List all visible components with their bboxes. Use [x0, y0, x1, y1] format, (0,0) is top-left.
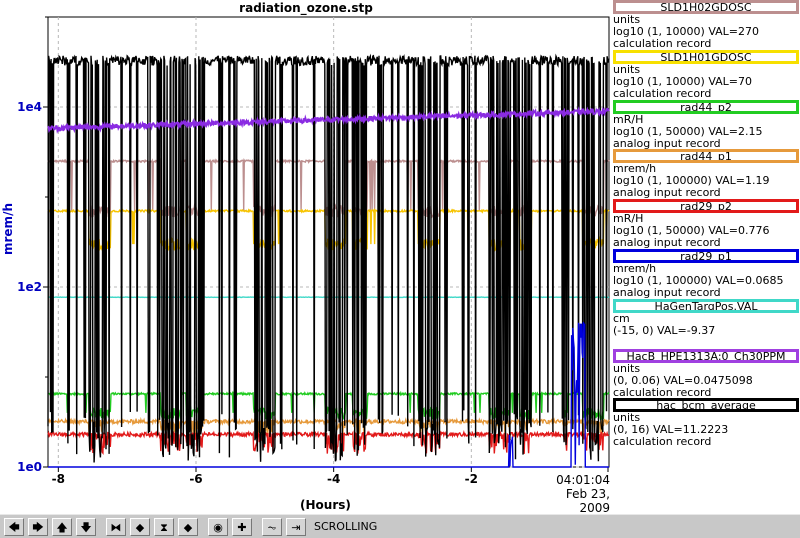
legend-pv-name[interactable]: HacB_HPE1313A:0_Ch30PPM — [613, 348, 799, 363]
legend-unit: mR/H — [613, 213, 644, 226]
legend-unit: mrem/h — [613, 262, 657, 275]
y-tick-label: 1e2 — [17, 280, 42, 294]
legend-range: log10 (1, 10000) VAL=270 — [613, 26, 760, 38]
legend-pv-name[interactable]: SLD1H02GDOSC — [613, 0, 799, 14]
scroll-mode-icon: ⇥ — [291, 520, 301, 534]
zoom-in-x-icon: ⧓ — [110, 520, 122, 534]
legend-record: analog input record — [613, 187, 721, 200]
y-tick-label: 1e0 — [17, 460, 42, 474]
legend-range: log10 (1, 10000) VAL=70 — [613, 75, 753, 88]
legend-range: log10 (1, 50000) VAL=2.15 — [613, 125, 763, 138]
legend-range: log10 (1, 100000) VAL=1.19 — [613, 175, 770, 188]
legend-range: log10 (1, 100000) VAL=0.0685 — [613, 274, 784, 287]
pan-down-button[interactable]: 🡇 — [76, 518, 96, 536]
legend-entry[interactable]: rad44_p2 mR/H log10 (1, 50000) VAL=2.15 ana… — [613, 99, 799, 150]
legend-panel: SLD1H02GDOSC units log10 (1, 10000) VAL=27… — [613, 0, 799, 448]
legend-record: calculation record — [613, 386, 712, 399]
legend-record: analog input record — [613, 237, 721, 250]
legend-pv-name[interactable]: hac_bcm_average — [613, 398, 799, 413]
legend-range: (-15, 0) VAL=-9.37 — [613, 324, 716, 337]
pan-up-button[interactable]: 🡅 — [52, 518, 72, 536]
legend-entry[interactable]: SLD1H02GDOSC units log10 (1, 10000) VAL=27… — [613, 0, 799, 50]
reset-view-button[interactable]: ◉ — [208, 518, 228, 536]
add-icon: ✚ — [237, 520, 247, 534]
x-axis-label: (Hours) — [300, 498, 351, 512]
legend-record: calculation record — [613, 38, 712, 50]
legend-record: calculation record — [613, 87, 712, 100]
scroll-mode-button[interactable]: ⇥ — [286, 518, 306, 536]
x-tick-label: -6 — [189, 472, 202, 486]
legend-range: (0, 16) VAL=11.2223 — [613, 424, 729, 437]
pan-right-icon: 🡆 — [32, 520, 44, 534]
legend-record: calculation record — [613, 436, 712, 449]
add-button[interactable]: ✚ — [232, 518, 252, 536]
end-date: Feb 23, 2009 — [565, 487, 610, 515]
legend-unit: cm — [613, 312, 630, 325]
series-line-rad44-p2 — [47, 106, 610, 134]
plot-title: radiation_ozone.stp — [239, 1, 373, 15]
auto-scale-button[interactable]: ⏦ — [262, 518, 282, 536]
legend-pv-name[interactable]: SLD1H01GDOSC — [613, 49, 799, 64]
legend-unit: units — [613, 14, 641, 26]
zoom-out-x-icon: ◆ — [135, 520, 145, 534]
zoom-in-x-button[interactable]: ⧓ — [106, 518, 126, 536]
end-time-label: 04:01:04 Feb 23, 2009 — [532, 473, 610, 515]
legend-pv-name[interactable]: rad29_p1 — [613, 248, 799, 263]
legend-pv-name[interactable]: rad29_p2 — [613, 199, 799, 214]
pan-up-icon: 🡅 — [56, 520, 68, 534]
zoom-out-y-icon: ◆ — [183, 520, 193, 534]
legend-entry[interactable]: hac_bcm_average units (0, 16) VAL=11.2223 c… — [613, 398, 799, 448]
legend-entry[interactable]: HacB_HPE1313A:0_Ch30PPM units (0, 0.06) VA… — [613, 348, 799, 399]
pan-down-icon: 🡇 — [80, 520, 92, 534]
reset-view-icon: ◉ — [213, 520, 223, 534]
legend-record: analog input record — [613, 286, 721, 299]
legend-range: (0, 0.06) VAL=0.0475098 — [613, 374, 753, 387]
legend-unit: units — [613, 63, 641, 76]
legend-entry[interactable]: SLD1H01GDOSC units log10 (1, 10000) VAL=70… — [613, 49, 799, 100]
legend-entry[interactable]: rad44_p1 mrem/h log10 (1, 100000) VAL=1.19… — [613, 149, 799, 199]
scrolling-status: SCROLLING — [314, 520, 378, 533]
x-tick-label: -8 — [52, 472, 65, 486]
legend-pv-name[interactable]: HaGenTargPos.VAL — [613, 298, 799, 313]
series-line-rad29-p1 — [48, 321, 609, 468]
legend-pv-name[interactable]: rad44_p2 — [613, 99, 799, 114]
pan-left-icon: 🡄 — [8, 520, 20, 534]
auto-scale-icon: ⏦ — [267, 520, 277, 534]
y-tick-label: 1e4 — [17, 100, 42, 114]
legend-unit: units — [613, 362, 641, 375]
toolbar: 🡄 🡆 🡅 🡇 ⧓ ◆ ⧗ ◆ ◉ ✚ ⏦ ⇥ SCROLLING — [0, 514, 800, 538]
legend-entry[interactable]: HaGenTargPos.VAL cm (-15, 0) VAL=-9.37 — [613, 298, 799, 349]
zoom-out-x-button[interactable]: ◆ — [130, 518, 150, 536]
legend-unit: mR/H — [613, 113, 644, 126]
legend-entry[interactable]: rad29_p2 mR/H log10 (1, 50000) VAL=0.776 an… — [613, 199, 799, 249]
zoom-in-y-button[interactable]: ⧗ — [154, 518, 174, 536]
legend-unit: units — [613, 412, 641, 425]
legend-pv-name[interactable]: rad44_p1 — [613, 149, 799, 164]
legend-unit: mrem/h — [613, 163, 657, 176]
x-tick-label: -2 — [465, 472, 478, 486]
zoom-in-y-icon: ⧗ — [160, 520, 168, 534]
zoom-out-y-button[interactable]: ◆ — [178, 518, 198, 536]
plot-canvas[interactable]: -8 -6 -4 -2 1e0 1e2 1e4 — [0, 0, 612, 514]
x-tick-label: -4 — [327, 472, 340, 486]
legend-record: analog input record — [613, 137, 721, 150]
legend-entry[interactable]: rad29_p1 mrem/h log10 (1, 100000) VAL=0.06… — [613, 248, 799, 299]
legend-range: log10 (1, 50000) VAL=0.776 — [613, 225, 770, 238]
y-axis-label: mrem/h — [1, 203, 15, 255]
pan-right-button[interactable]: 🡆 — [28, 518, 48, 536]
series-line-sld1h02gdosc — [47, 53, 610, 463]
pan-left-button[interactable]: 🡄 — [4, 518, 24, 536]
end-time: 04:01:04 — [556, 473, 610, 487]
